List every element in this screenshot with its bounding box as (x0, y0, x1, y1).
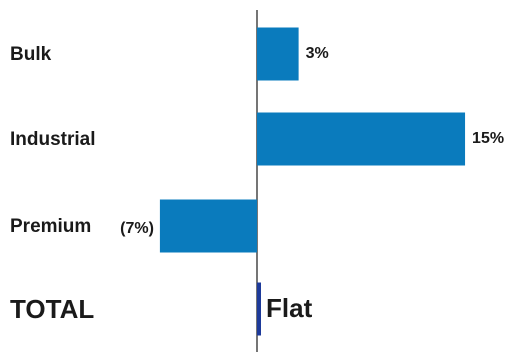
bar-industrial (257, 112, 466, 166)
bar-total (257, 282, 261, 336)
category-label-bulk: Bulk (10, 43, 52, 65)
value-label-total: Flat (266, 293, 313, 323)
bar-premium (159, 199, 257, 253)
bar-bulk (257, 27, 299, 81)
value-label-premium: (7%) (120, 220, 154, 237)
bars-group (159, 27, 466, 336)
category-label-premium: Premium (10, 215, 92, 237)
category-label-industrial: Industrial (10, 128, 96, 150)
value-label-bulk: 3% (306, 45, 329, 62)
category-label-total: TOTAL (10, 294, 95, 324)
value-labels-group: 3% 15% (7%) Flat (120, 45, 504, 323)
value-label-industrial: 15% (472, 130, 504, 147)
